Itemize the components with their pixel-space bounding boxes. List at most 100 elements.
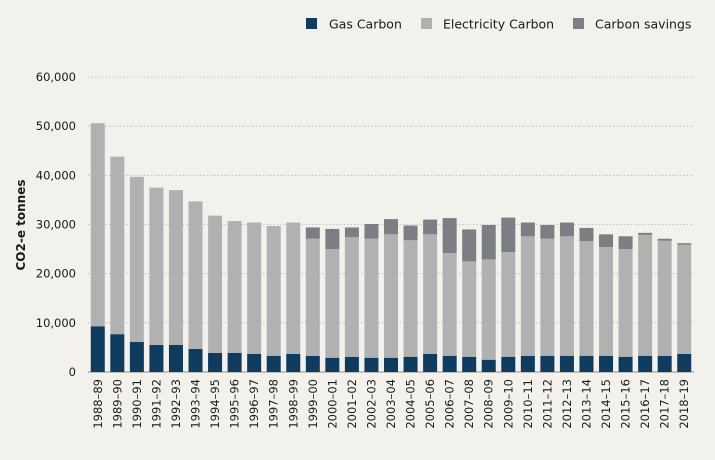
- legend: Gas Carbon Electricity Carbon Carbon sav…: [306, 17, 691, 32]
- bar-carbon-savings: [442, 218, 457, 254]
- legend-swatch-carbon-savings: [573, 18, 584, 29]
- bar-gas-carbon: [168, 344, 183, 372]
- bar-electricity-carbon: [638, 234, 653, 356]
- x-tick-label: 2010–11: [521, 379, 535, 429]
- bar-electricity-carbon: [462, 261, 477, 357]
- x-tick-label: 1995–96: [228, 379, 242, 429]
- bar-carbon-savings: [599, 234, 614, 248]
- bar-electricity-carbon: [384, 234, 398, 358]
- bar-gas-carbon: [364, 357, 379, 372]
- bar-carbon-savings: [657, 238, 672, 241]
- x-tick-label: 2002–03: [364, 379, 378, 429]
- bar-carbon-savings: [344, 227, 359, 238]
- x-tick-label: 1993–94: [189, 379, 203, 429]
- legend-label-carbon-savings: Carbon savings: [595, 17, 691, 32]
- bar-electricity-carbon: [579, 241, 594, 356]
- bar-electricity-carbon: [129, 176, 144, 343]
- bar-electricity-carbon: [677, 244, 692, 354]
- y-tick-label: 0: [69, 365, 76, 379]
- bar-electricity-carbon: [227, 221, 242, 353]
- x-tick-label: 2015–16: [619, 379, 633, 429]
- x-tick-label: 2018–19: [677, 379, 691, 429]
- x-tick-label: 2005–06: [423, 379, 437, 429]
- bar-carbon-savings: [481, 224, 496, 260]
- bar-electricity-carbon: [110, 156, 125, 335]
- bar-electricity-carbon: [657, 240, 672, 356]
- bar-electricity-carbon: [599, 247, 614, 356]
- bar-carbon-savings: [618, 236, 633, 250]
- bar-gas-carbon: [266, 355, 281, 372]
- bar-carbon-savings: [403, 225, 418, 241]
- bar-carbon-savings: [638, 232, 653, 235]
- bar-gas-carbon: [384, 357, 398, 372]
- bar-gas-carbon: [188, 348, 203, 372]
- x-tick-label: 1998–99: [286, 379, 300, 429]
- bar-electricity-carbon: [442, 253, 457, 356]
- bar-gas-carbon: [286, 353, 301, 372]
- bar-gas-carbon: [657, 355, 672, 372]
- bar-carbon-savings: [677, 243, 692, 245]
- bar-carbon-savings: [364, 224, 379, 239]
- x-tick-label: 2011–12: [540, 379, 554, 429]
- bar-electricity-carbon: [618, 249, 633, 357]
- bar-electricity-carbon: [364, 238, 379, 358]
- bar-gas-carbon: [618, 356, 633, 372]
- bar-electricity-carbon: [266, 225, 281, 356]
- x-tick-label: 2012–13: [560, 379, 574, 429]
- legend-swatch-gas-carbon: [306, 18, 317, 29]
- x-tick-label: 1988–89: [91, 379, 105, 429]
- bar-carbon-savings: [423, 219, 438, 235]
- bar-carbon-savings: [462, 229, 477, 262]
- x-tick-label: 2008–09: [482, 379, 496, 429]
- x-tick-label: 1989–90: [110, 379, 124, 429]
- x-tick-label: 2006–07: [443, 379, 457, 429]
- bar-electricity-carbon: [149, 187, 164, 345]
- bar-electricity-carbon: [344, 237, 359, 357]
- bar-gas-carbon: [540, 355, 555, 372]
- bar-carbon-savings: [579, 227, 594, 242]
- bar-electricity-carbon: [168, 190, 183, 345]
- x-tick-label: 2017–18: [658, 379, 672, 429]
- x-tick-label: 1992–93: [169, 379, 183, 429]
- x-tick-label: 2001–02: [345, 379, 359, 429]
- bar-gas-carbon: [247, 353, 262, 372]
- legend-swatch-electricity-carbon: [421, 18, 432, 29]
- x-tick-label: 2016–17: [638, 379, 652, 429]
- bar-gas-carbon: [403, 356, 418, 372]
- y-tick-label: 60,000: [36, 70, 76, 84]
- x-tick-label: 2014–15: [599, 379, 613, 429]
- bar-gas-carbon: [149, 344, 164, 372]
- bar-electricity-carbon: [247, 222, 262, 354]
- x-tick-label: 2009–10: [501, 379, 515, 429]
- bar-electricity-carbon: [90, 123, 105, 327]
- bar-carbon-savings: [540, 224, 555, 239]
- bar-gas-carbon: [462, 356, 477, 372]
- bar-electricity-carbon: [481, 259, 496, 360]
- bar-gas-carbon: [501, 356, 516, 372]
- x-tick-label: 1999–00: [306, 379, 320, 429]
- bar-gas-carbon: [481, 359, 496, 372]
- y-tick-label: 40,000: [36, 168, 76, 182]
- bar-gas-carbon: [110, 334, 125, 372]
- x-tick-label: 2003–04: [384, 379, 398, 429]
- y-axis-ticks: 0 10,000 20,000 30,000 40,000 50,000 60,000: [36, 70, 76, 379]
- legend-label-electricity-carbon: Electricity Carbon: [443, 17, 554, 32]
- bar-gas-carbon: [599, 355, 614, 372]
- bar-carbon-savings: [325, 228, 340, 250]
- bar-electricity-carbon: [325, 249, 340, 358]
- bar-carbon-savings: [305, 227, 320, 239]
- bar-electricity-carbon: [286, 222, 301, 354]
- bar-carbon-savings: [501, 217, 516, 253]
- bar-electricity-carbon: [540, 238, 555, 356]
- y-tick-label: 20,000: [36, 267, 76, 281]
- legend-label-gas-carbon: Gas Carbon: [329, 17, 402, 32]
- bar-gas-carbon: [677, 353, 692, 372]
- bar-gas-carbon: [520, 355, 535, 372]
- x-tick-label: 1990–91: [130, 379, 144, 429]
- bar-electricity-carbon: [423, 234, 438, 354]
- bar-carbon-savings: [384, 219, 398, 235]
- bar-electricity-carbon: [188, 201, 203, 349]
- x-axis-ticks: 1988–89 1989–90 1990–91 1991–92 1992–93 1993–…: [91, 379, 691, 429]
- bar-electricity-carbon: [305, 238, 320, 356]
